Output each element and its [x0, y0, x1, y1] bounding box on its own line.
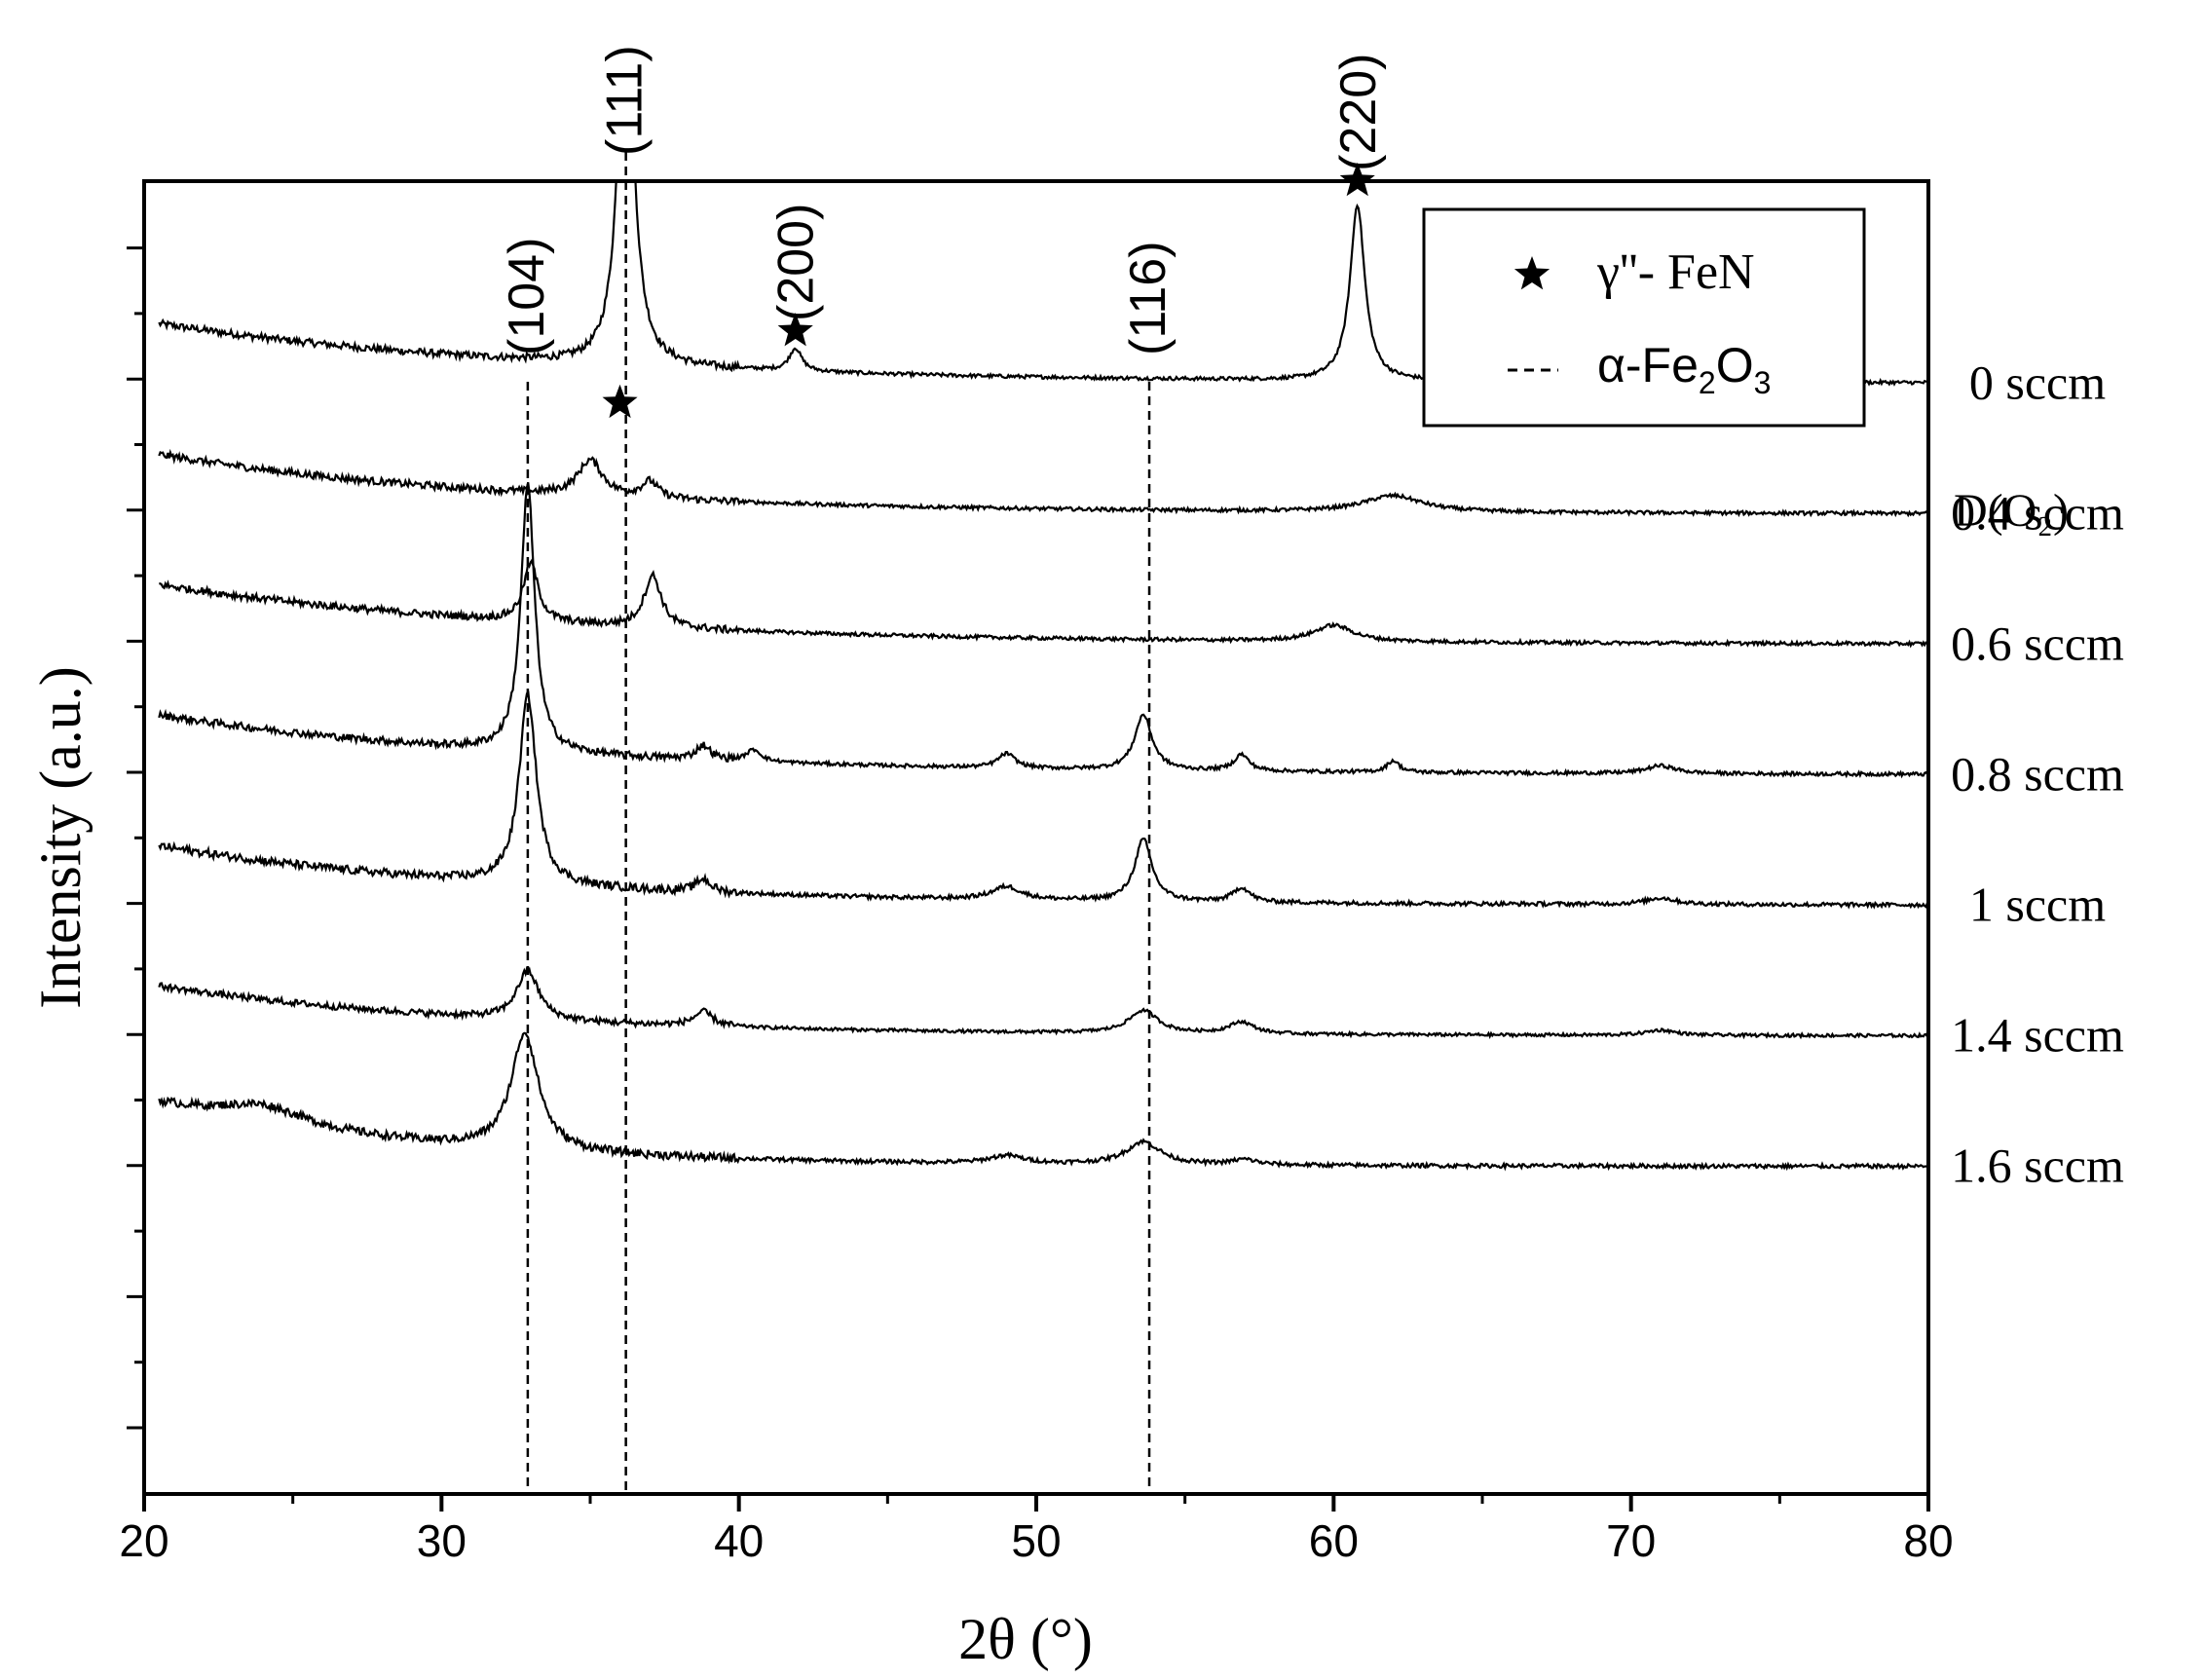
series-label: 0.6 sccm: [1951, 616, 2124, 671]
series-line: [158, 691, 1928, 910]
x-axis-label: 2θ (°): [958, 1607, 1093, 1671]
series-line: [158, 448, 1928, 518]
y-axis-label: Intensity (a.u.): [28, 666, 93, 1009]
x-tick-label: 80: [1903, 1515, 1953, 1566]
series-label: 1.6 sccm: [1951, 1139, 2124, 1193]
stack-label-header-main: D(O₂): [1954, 485, 2069, 537]
legend-fe2o3-sub2: 3: [1754, 365, 1772, 400]
legend-fe2o3-prefix: α-Fe: [1597, 338, 1699, 392]
star-icon: [777, 313, 813, 347]
hkl-label: (200): [768, 204, 825, 321]
x-tick-label: 20: [119, 1515, 168, 1566]
legend-fe2o3-mid: O: [1716, 338, 1754, 392]
series-line: [158, 481, 1928, 779]
x-tick-label: 70: [1606, 1515, 1656, 1566]
series-layer: [158, 181, 1928, 1172]
reference-lines: (104) (111) (116): [499, 45, 1177, 1494]
hkl-label: (116): [1120, 241, 1177, 355]
hkl-label: (220): [1330, 53, 1387, 170]
star-icon: [602, 384, 638, 419]
series-line: [158, 1031, 1928, 1172]
x-tick-label: 60: [1309, 1515, 1359, 1566]
legend-label-fen: γ''- FeN: [1596, 244, 1755, 300]
star-icon: [1514, 256, 1551, 290]
series-label: 0.8 sccm: [1951, 747, 2124, 802]
hkl-label: (111): [597, 45, 654, 156]
series-labels: 0 sccm 0.4 sccm 0.6 sccm 0.8 sccm 1 sccm 1.4 …: [1951, 355, 2124, 1193]
stack-label-header: D(O₂): [1954, 485, 2069, 537]
x-axis: 20 30 40 50 60 70 80: [119, 1494, 1954, 1566]
legend: γ''- FeN α-Fe2O3: [1422, 207, 1866, 428]
y-axis: [127, 246, 144, 1430]
hkl-label: (104): [499, 238, 555, 355]
series-label: 1.4 sccm: [1951, 1008, 2124, 1063]
series-label: 0.4 sccm: [1951, 486, 2124, 541]
series-line: [158, 965, 1928, 1040]
x-tick-label: 30: [417, 1515, 467, 1566]
x-tick-label: 40: [714, 1515, 764, 1566]
series-label: 1 sccm: [1969, 877, 2106, 932]
legend-label-fe2o3: α-Fe2O3: [1597, 338, 1771, 400]
series-line: [159, 557, 1928, 649]
legend-fe2o3-sub1: 2: [1699, 365, 1716, 400]
x-tick-label: 50: [1011, 1515, 1061, 1566]
legend-box: [1422, 207, 1866, 428]
series-label: 0 sccm: [1969, 355, 2106, 410]
